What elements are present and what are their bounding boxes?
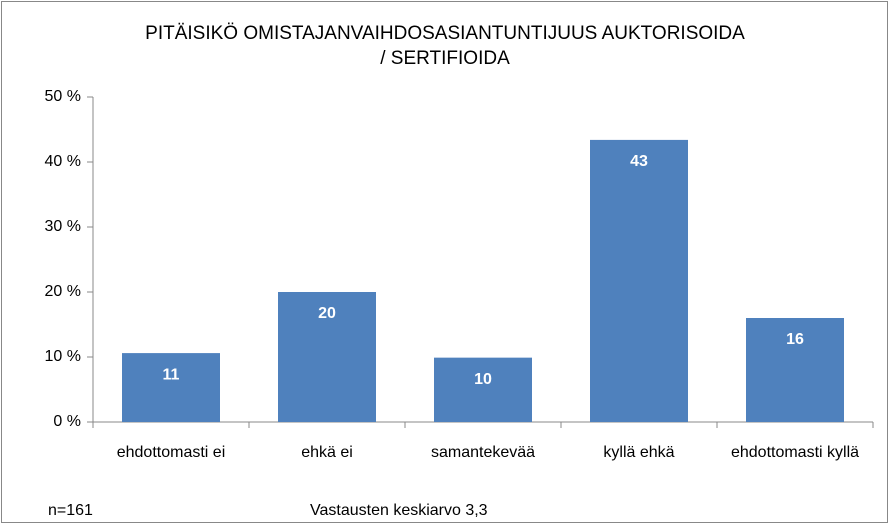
y-tick-label: 30 % [45,218,81,235]
data-label: 16 [786,331,804,348]
bar [746,318,844,422]
y-tick-label: 20 % [45,283,81,300]
y-tick-label: 40 % [45,153,81,170]
data-label: 20 [318,305,336,322]
chart-title: PITÄISIKÖ OMISTAJANVAIHDOSASIANTUNTIJUUS… [145,23,745,69]
x-tick-label: ehkä ei [301,444,353,461]
x-tick-label: ehdottomasti kyllä [730,444,860,461]
data-label: 11 [163,366,180,383]
note: n=161 [48,502,93,519]
note: Vastausten keskiarvo 3,3 [310,502,488,519]
y-tick-label: 10 % [45,348,81,365]
x-tick-label: kyllä ehkä [603,444,675,461]
y-tick-label: 0 % [53,413,81,430]
y-tick-label: 50 % [45,88,81,105]
bar [122,353,220,422]
bar [434,357,532,422]
data-label: 43 [630,153,648,170]
x-tick-label: samantekevää [430,444,536,461]
x-tick-label: ehdottomasti ei [116,444,226,461]
bar [278,292,376,422]
data-label: 10 [474,371,492,388]
bar [590,139,688,422]
